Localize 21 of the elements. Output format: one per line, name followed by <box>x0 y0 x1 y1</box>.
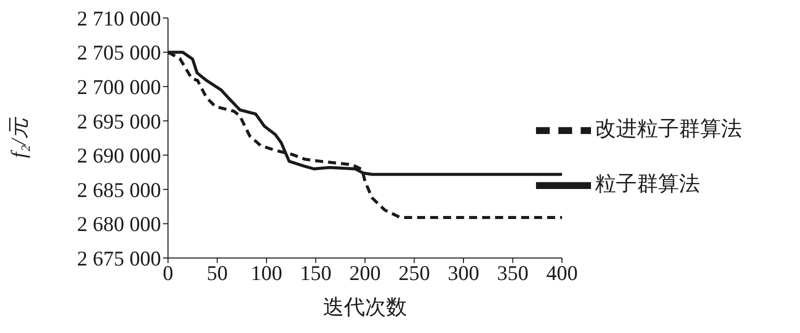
x-tick-label: 150 <box>300 260 332 285</box>
x-tick-label: 250 <box>398 260 430 285</box>
x-tick-label: 100 <box>250 260 282 285</box>
y-tick-label: 2 695 000 <box>77 109 161 134</box>
y-tick-label: 2 690 000 <box>77 144 161 168</box>
x-tick-label: 0 <box>162 260 174 285</box>
y-tick-label: 2 685 000 <box>77 178 161 202</box>
legend-label: 粒子群算法 <box>595 171 700 196</box>
y-tick-label: 2 700 000 <box>77 75 161 100</box>
y-tick-label: 2 710 000 <box>77 6 161 30</box>
x-axis-title: 迭代次数 <box>323 295 407 319</box>
x-tick-label: 200 <box>349 260 381 285</box>
x-tick-label: 50 <box>206 260 228 285</box>
x-tick-label: 350 <box>497 260 528 285</box>
x-tick-label: 300 <box>448 260 480 285</box>
y-tick-label: 2 675 000 <box>77 246 161 270</box>
y-tick-label: 2 680 000 <box>77 212 161 236</box>
x-tick-label: 400 <box>546 260 578 285</box>
y-axis-title: f₂/元 <box>6 116 30 158</box>
y-tick-label: 2 705 000 <box>77 40 161 65</box>
legend-label: 改进粒子群算法 <box>595 116 742 140</box>
